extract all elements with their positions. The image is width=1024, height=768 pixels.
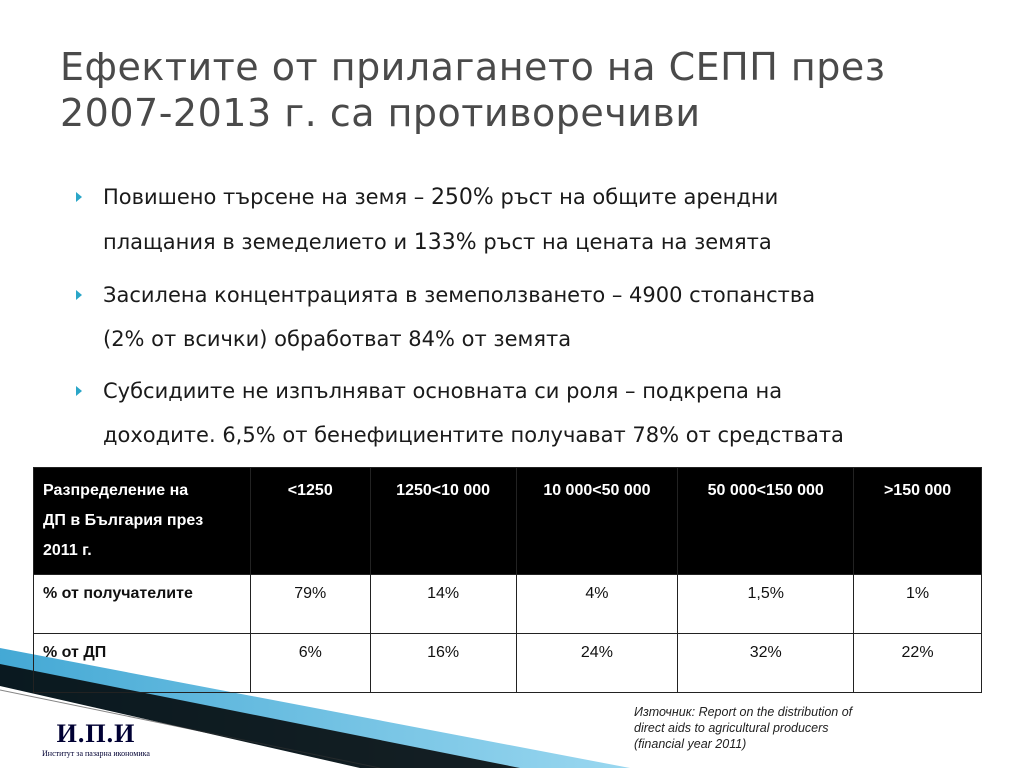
column-header: 10 000<50 000	[515, 467, 679, 575]
institute-logo: И.П.И Институт за пазарна икономика	[26, 720, 166, 760]
table-header-row: Разпределение на ДП в България през 2011…	[33, 467, 982, 575]
table-cell: 22%	[853, 633, 982, 693]
title-line-1: Ефектите от прилагането на СЕПП през	[60, 45, 886, 89]
bullet-list: Повишено търсене на земя – 250% ръст на …	[70, 175, 970, 465]
column-header: >150 000	[853, 467, 982, 575]
table-row: % от ДП 6% 16% 24% 32% 22%	[33, 633, 982, 693]
table-cell: 16%	[369, 633, 517, 693]
bullet-land-demand: Повишено търсене на земя – 250% ръст на …	[70, 175, 970, 265]
source-note: Източник: Report on the distribution of …	[634, 705, 853, 751]
table-cell: 14%	[369, 574, 517, 634]
page-title: Ефектите от прилагането на СЕПП през 200…	[60, 44, 960, 136]
table-header-title: Разпределение на ДП в България през 2011…	[33, 467, 251, 575]
bullet-land-concentration: Засилена концентрацията в земеползването…	[70, 273, 970, 361]
table-cell: 4%	[515, 574, 679, 634]
table-cell: 32%	[677, 633, 855, 693]
row-label: % от получателите	[33, 574, 251, 634]
table-cell: 6%	[249, 633, 371, 693]
bullet-line: Субсидиите не изпълняват основната си ро…	[103, 379, 783, 403]
title-line-2: 2007-2013 г. са противоречиви	[60, 91, 701, 135]
bullet-line: Повишено търсене на земя – 250% ръст на …	[103, 185, 779, 210]
table-cell: 1%	[853, 574, 982, 634]
logo-abbreviation: И.П.И	[56, 719, 136, 748]
bullet-line: Засилена концентрацията в земеползването…	[103, 283, 816, 307]
table-cell: 24%	[515, 633, 679, 693]
bullet-line: доходите. 6,5% от бенефициентите получав…	[103, 423, 844, 447]
distribution-table: Разпределение на ДП в България през 2011…	[33, 467, 982, 693]
table-row: % от получателите 79% 14% 4% 1,5% 1%	[33, 574, 982, 634]
highlight-value: 250%	[430, 185, 494, 210]
bullet-line: (2% от всички) обработват 84% от земята	[103, 327, 572, 351]
highlight-value: 133%	[413, 230, 477, 255]
logo-subtitle: Институт за пазарна икономика	[42, 749, 150, 758]
bullet-line: плащания в земеделието и 133% ръст на це…	[103, 230, 772, 255]
column-header: 1250<10 000	[369, 467, 517, 575]
triangle-bullet-icon	[76, 290, 82, 300]
triangle-bullet-icon	[76, 192, 82, 202]
table-cell: 1,5%	[677, 574, 855, 634]
bullet-subsidies: Субсидиите не изпълняват основната си ро…	[70, 369, 970, 457]
column-header: <1250	[249, 467, 371, 575]
triangle-bullet-icon	[76, 386, 82, 396]
row-label: % от ДП	[33, 633, 251, 693]
column-header: 50 000<150 000	[677, 467, 855, 575]
table-cell: 79%	[249, 574, 371, 634]
